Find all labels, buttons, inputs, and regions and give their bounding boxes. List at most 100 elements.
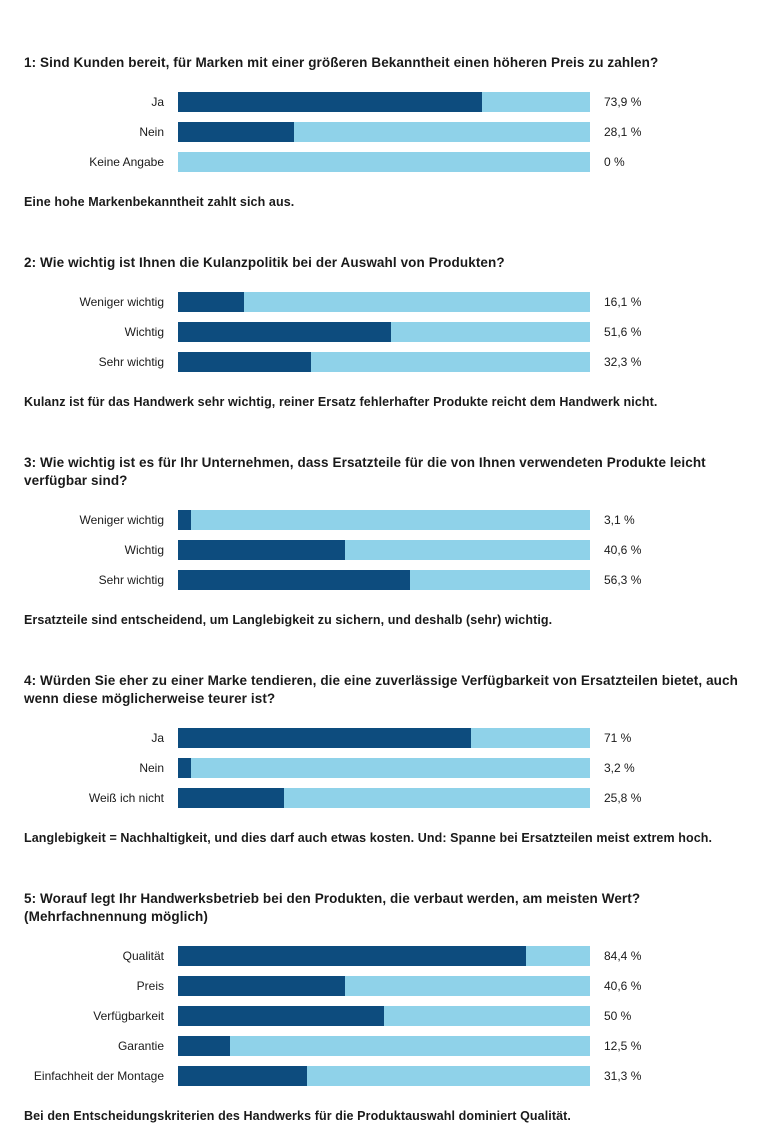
bar-fill <box>178 352 312 372</box>
bar-category-label: Weiß ich nicht <box>88 791 164 805</box>
bar-row: Nein 28,1 % <box>24 117 749 147</box>
bar-category-label: Preis <box>136 979 164 993</box>
bar-value-label: 16,1 % <box>604 295 642 309</box>
question-section-1: 1: Sind Kunden bereit, für Marken mit ei… <box>24 54 749 210</box>
bar-row: Qualität 84,4 % <box>24 941 749 971</box>
bar-track <box>178 292 590 312</box>
bar-value-label: 40,6 % <box>604 979 642 993</box>
bar-value-label: 50 % <box>604 1009 632 1023</box>
bar-track <box>178 510 590 530</box>
bar-track <box>178 92 590 112</box>
bar-row: Weniger wichtig 3,1 % <box>24 505 749 535</box>
bar-row: Ja 71 % <box>24 723 749 753</box>
bar-track <box>178 728 590 748</box>
bar-fill <box>178 122 294 142</box>
bar-category-label: Weniger wichtig <box>79 295 164 309</box>
bar-value-label: 73,9 % <box>604 95 642 109</box>
bar-track <box>178 946 590 966</box>
bar-value-label: 71 % <box>604 731 632 745</box>
bar-chart: Weniger wichtig 3,1 % Wichtig 40,6 % Seh… <box>24 505 749 595</box>
bar-fill <box>178 946 526 966</box>
insight-note: Ersatzteile sind entscheidend, um Langle… <box>24 613 553 627</box>
bar-category-label: Verfügbarkeit <box>93 1009 164 1023</box>
bar-value-label: 0 % <box>604 155 625 169</box>
bar-chart: Weniger wichtig 16,1 % Wichtig 51,6 % Se… <box>24 287 749 377</box>
bar-value-label: 12,5 % <box>604 1039 642 1053</box>
bar-category-label: Ja <box>151 731 164 745</box>
bar-track <box>178 322 590 342</box>
bar-fill <box>178 788 285 808</box>
bar-value-label: 3,2 % <box>604 761 635 775</box>
bar-track <box>178 540 590 560</box>
bar-value-label: 84,4 % <box>604 949 642 963</box>
bar-row: Weniger wichtig 16,1 % <box>24 287 749 317</box>
insight-note: Langlebigkeit = Nachhaltigkeit, und dies… <box>24 831 713 845</box>
question-title: 1: Sind Kunden bereit, für Marken mit ei… <box>24 55 659 70</box>
bar-row: Keine Angabe 0 % <box>24 147 749 177</box>
bar-row: Wichtig 51,6 % <box>24 317 749 347</box>
bar-row: Preis 40,6 % <box>24 971 749 1001</box>
bar-value-label: 56,3 % <box>604 573 642 587</box>
bar-row: Ja 73,9 % <box>24 87 749 117</box>
bar-track <box>178 1036 590 1056</box>
bar-value-label: 40,6 % <box>604 543 642 557</box>
insight-note: Kulanz ist für das Handwerk sehr wichtig… <box>24 395 658 409</box>
bar-category-label: Ja <box>151 95 164 109</box>
bar-row: Sehr wichtig 56,3 % <box>24 565 749 595</box>
bar-row: Garantie 12,5 % <box>24 1031 749 1061</box>
bar-row: Nein 3,2 % <box>24 753 749 783</box>
bar-chart: Ja 71 % Nein 3,2 % Weiß ich nicht 25,8 % <box>24 723 749 813</box>
bar-fill <box>178 1036 230 1056</box>
bar-fill <box>178 976 346 996</box>
bar-row: Einfachheit der Montage 31,3 % <box>24 1061 749 1091</box>
bar-category-label: Nein <box>139 761 164 775</box>
bar-track <box>178 976 590 996</box>
bar-track <box>178 570 590 590</box>
bar-value-label: 28,1 % <box>604 125 642 139</box>
bar-category-label: Qualität <box>122 949 164 963</box>
bar-category-label: Weniger wichtig <box>79 513 164 527</box>
bar-fill <box>178 570 410 590</box>
bar-track <box>178 758 590 778</box>
bar-chart: Ja 73,9 % Nein 28,1 % Keine Angabe 0 % <box>24 87 749 177</box>
question-section-3: 3: Wie wichtig ist es für Ihr Unternehme… <box>24 454 749 628</box>
bar-category-label: Garantie <box>117 1039 164 1053</box>
bar-fill <box>178 758 192 778</box>
question-title: 4: Würden Sie eher zu einer Marke tendie… <box>24 673 738 706</box>
insight-note: Bei den Entscheidungskriterien des Handw… <box>24 1109 572 1123</box>
question-title: 5: Worauf legt Ihr Handwerksbetrieb bei … <box>24 891 641 924</box>
bar-category-label: Keine Angabe <box>89 155 164 169</box>
bar-value-label: 25,8 % <box>604 791 642 805</box>
bar-track <box>178 352 590 372</box>
question-title: 3: Wie wichtig ist es für Ihr Unternehme… <box>24 455 706 488</box>
bar-track <box>178 788 590 808</box>
bar-fill <box>178 1006 384 1026</box>
bar-value-label: 32,3 % <box>604 355 642 369</box>
question-section-4: 4: Würden Sie eher zu einer Marke tendie… <box>24 672 749 846</box>
bar-row: Sehr wichtig 32,3 % <box>24 347 749 377</box>
bar-fill <box>178 322 391 342</box>
bar-category-label: Einfachheit der Montage <box>33 1069 164 1083</box>
bar-track <box>178 122 590 142</box>
bar-fill <box>178 540 346 560</box>
bar-value-label: 3,1 % <box>604 513 635 527</box>
bar-category-label: Wichtig <box>124 325 164 339</box>
bar-category-label: Wichtig <box>124 543 164 557</box>
bar-value-label: 31,3 % <box>604 1069 642 1083</box>
bar-category-label: Sehr wichtig <box>98 573 164 587</box>
bar-value-label: 51,6 % <box>604 325 642 339</box>
bar-row: Weiß ich nicht 25,8 % <box>24 783 749 813</box>
bar-fill <box>178 510 191 530</box>
bar-track <box>178 1066 590 1086</box>
question-section-5: 5: Worauf legt Ihr Handwerksbetrieb bei … <box>24 890 749 1124</box>
bar-track <box>178 152 590 172</box>
bar-category-label: Sehr wichtig <box>98 355 164 369</box>
bar-fill <box>178 92 483 112</box>
bar-track <box>178 1006 590 1026</box>
question-section-2: 2: Wie wichtig ist Ihnen die Kulanzpolit… <box>24 254 749 410</box>
bar-chart: Qualität 84,4 % Preis 40,6 % Verfügbarke… <box>24 941 749 1091</box>
insight-note: Eine hohe Markenbekanntheit zahlt sich a… <box>24 195 295 209</box>
bar-fill <box>178 292 245 312</box>
bar-row: Wichtig 40,6 % <box>24 535 749 565</box>
